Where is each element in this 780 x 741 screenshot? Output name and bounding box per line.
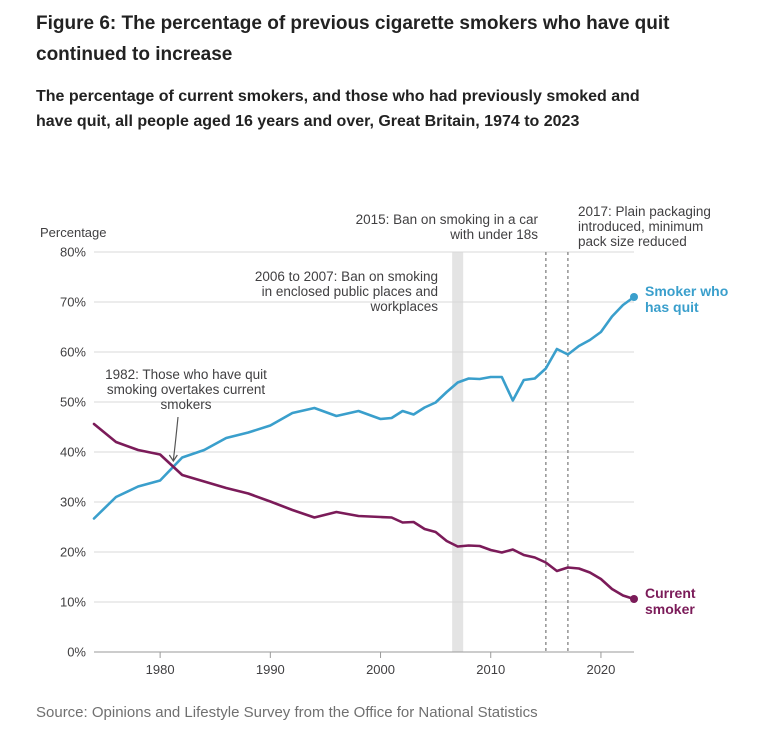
series-label-line: Current [645,585,696,601]
gridlines [94,251,634,653]
x-axis-ticks: 1980 1990 2000 2010 2020 [146,652,615,677]
x-tick-label: 2010 [476,662,505,677]
source-note: Source: Opinions and Lifestyle Survey fr… [36,704,538,721]
x-tick-label: 1990 [256,662,285,677]
x-tick-label: 2020 [586,662,615,677]
series-end-point [630,595,638,603]
y-tick-label: 60% [60,345,86,360]
annotation-ban-public-places: 2006 to 2007: Ban on smoking in enclosed … [255,269,438,314]
annotation-arrowhead [168,454,178,463]
annotation-plain-packaging: 2017: Plain packaging introduced, minimum… [578,204,711,249]
series-end-point [630,293,638,301]
y-tick-label: 50% [60,395,86,410]
annotation-line-text: introduced, minimum [578,219,703,234]
chart-subtitle: The percentage of current smokers, and t… [36,88,640,130]
annotation-line-text: with under 18s [449,227,538,242]
x-tick-label: 1980 [146,662,175,677]
annotation-ban-car: 2015: Ban on smoking in a car with under … [356,212,539,242]
annotation-line-text: workplaces [369,299,438,314]
series-line-smoker-who-has-quit [92,295,636,520]
annotation-line-text: 2017: Plain packaging [578,204,711,219]
annotation-line-text: in enclosed public places and [262,284,438,299]
y-tick-label: 70% [60,295,86,310]
y-tick-label: 20% [60,545,86,560]
x-tick-label: 2000 [366,662,395,677]
annotation-line-text: 1982: Those who have quit [105,367,267,382]
series-label: Current smoker [645,585,696,617]
chart-title: Figure 6: The percentage of previous cig… [36,13,670,65]
annotation-arrow [172,416,179,461]
y-tick-label: 0% [67,645,86,660]
series-line-current-smoker [92,422,636,601]
y-tick-label: 10% [60,595,86,610]
annotation-line-text: smoking overtakes current [107,382,266,397]
y-axis-ticks: 0% 10% 20% 30% 40% 50% 60% 70% 80% [60,245,86,660]
y-tick-label: 80% [60,245,86,260]
series-lines: Smoker who has quit Current smoker [92,283,728,617]
y-tick-label: 40% [60,445,86,460]
series-label-line: Smoker who [645,283,728,299]
annotation-quit-overtakes: 1982: Those who have quit smoking overtak… [105,367,267,412]
annotation-line-text: smokers [160,397,211,412]
annotation-line-text: pack size reduced [578,234,687,249]
annotation-lines [545,252,569,652]
series-label: Smoker who has quit [645,283,728,315]
annotation-line-text: 2006 to 2007: Ban on smoking [255,269,438,284]
annotations: 1982: Those who have quit smoking overtak… [105,204,711,463]
annotation-line-text: 2015: Ban on smoking in a car [356,212,539,227]
y-axis-label: Percentage [40,225,107,240]
series-label-line: has quit [645,299,699,315]
series-label-line: smoker [645,601,695,617]
y-tick-label: 30% [60,495,86,510]
